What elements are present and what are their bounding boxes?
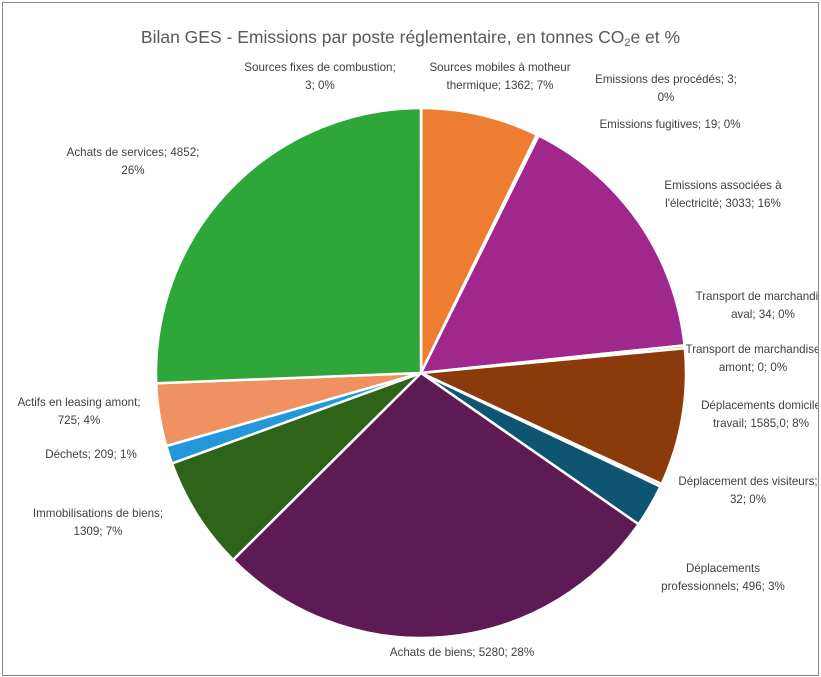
data-label-line: travail; 1585,0; 8% — [713, 417, 809, 430]
data-label-deplacements-professionnels: Déplacements professionnels; 496; 3% — [661, 562, 785, 593]
data-label-emissions-des-procedes: Emissions des procédés; 3; 0% — [595, 73, 737, 104]
pie-slice-deplacements-domicile-travail — [419, 347, 688, 486]
data-label-transport-de-marchandise-amont: Transport de marchandise amont; 0; 0% — [686, 343, 818, 374]
data-label-line: 1309; 7% — [74, 525, 123, 538]
data-label-line: Emissions des procédés; 3; — [595, 73, 737, 86]
data-label-emissions-fugitives: Emissions fugitives; 19; 0% — [599, 118, 740, 131]
chart-title: Bilan GES - Emissions par poste réglemen… — [3, 27, 818, 49]
data-label-line: amont; 0; 0% — [719, 361, 787, 374]
pie-slice-emissions-associees-a-l-electricite — [419, 134, 686, 375]
data-label-line: Emissions associées à — [664, 179, 782, 192]
data-label-line: 0% — [658, 91, 675, 104]
data-label-line: Sources fixes de combustion; — [244, 61, 395, 74]
data-label-dechets: Déchets; 209; 1% — [45, 448, 137, 461]
data-label-immobilisations-de-biens: Immobilisations de biens; 1309; 7% — [33, 507, 163, 538]
data-label-line: Achats de biens; 5280; 28% — [390, 646, 534, 659]
pie-slice-sources-mobiles-a-motheur-thermique — [419, 106, 539, 375]
data-label-deplacements-domicile-travail: Déplacements domicile travail; 1585,0; 8% — [701, 399, 818, 430]
data-label-line: Immobilisations de biens; — [33, 507, 163, 520]
data-label-sources-mobiles-a-motheur-thermique: Sources mobiles à motheur thermique; 1362… — [429, 61, 570, 92]
data-label-line: professionnels; 496; 3% — [661, 580, 785, 593]
data-label-sources-fixes-de-combustion: Sources fixes de combustion; 3; 0% — [244, 61, 395, 92]
data-label-achats-de-services: Achats de services; 4852; 26% — [67, 146, 200, 177]
data-label-line: 725; 4% — [58, 414, 101, 427]
data-label-line: 32; 0% — [730, 493, 766, 506]
chart-title-subscript: 2 — [624, 37, 631, 49]
data-label-deplacement-des-visiteurs: Déplacement des visiteurs; 32; 0% — [678, 475, 817, 506]
data-label-line: Transport de marchandise — [686, 343, 818, 356]
data-label-line: thermique; 1362; 7% — [447, 79, 554, 92]
data-label-line: Transport de marchandise — [696, 290, 818, 303]
data-label-line: Achats de services; 4852; — [67, 146, 200, 159]
chart-title-main: Bilan GES - Emissions par poste réglemen… — [140, 27, 625, 47]
data-label-achats-de-biens: Achats de biens; 5280; 28% — [390, 646, 534, 659]
data-label-line: Déplacements — [686, 562, 760, 575]
data-label-line: l'électricité; 3033; 16% — [665, 197, 781, 210]
data-label-line: Actifs en leasing amont; — [17, 396, 140, 409]
data-label-line: Sources mobiles à motheur — [429, 61, 570, 74]
data-label-line: 26% — [121, 164, 144, 177]
pie-slice-achats-de-biens — [231, 371, 640, 640]
data-label-line: Emissions fugitives; 19; 0% — [599, 118, 740, 131]
pie-slice-immobilisations-de-biens — [170, 371, 423, 562]
data-label-line: 3; 0% — [305, 79, 335, 92]
data-label-line: Déplacement des visiteurs; — [678, 475, 817, 488]
data-label-line: aval; 34; 0% — [731, 308, 795, 321]
pie-labels: Sources fixes de combustion; 3; 0%Sources… — [17, 61, 818, 659]
chart-title-end: e et % — [630, 27, 681, 47]
pie-chart: Sources fixes de combustion; 3; 0%Sources… — [17, 61, 818, 659]
pie-slice-achats-de-services — [154, 106, 423, 385]
pie-slices — [154, 106, 688, 640]
data-label-transport-de-marchandise-aval: Transport de marchandise aval; 34; 0% — [696, 290, 818, 321]
data-label-actifs-en-leasing-amont: Actifs en leasing amont; 725; 4% — [17, 396, 140, 427]
data-label-line: Déchets; 209; 1% — [45, 448, 137, 461]
data-label-emissions-associees-a-l-electricite: Emissions associées à l'électricité; 3033… — [664, 179, 782, 210]
data-label-line: Déplacements domicile — [701, 399, 818, 412]
